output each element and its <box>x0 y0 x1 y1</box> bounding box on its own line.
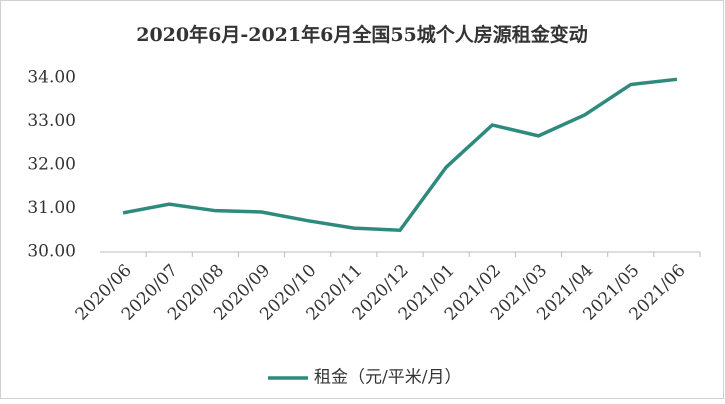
y-tick-label: 34.00 <box>27 68 76 88</box>
chart-title: 2020年6月-2021年6月全国55城个人房源租金变动 <box>136 23 588 46</box>
data-line <box>122 77 678 233</box>
y-tick-label: 32.00 <box>27 155 76 175</box>
y-tick-label: 33.00 <box>27 111 76 131</box>
y-tick-label: 30.00 <box>27 242 76 262</box>
legend-label: 租金（元/平米/月） <box>314 368 461 388</box>
y-tick-label: 31.00 <box>27 198 76 218</box>
